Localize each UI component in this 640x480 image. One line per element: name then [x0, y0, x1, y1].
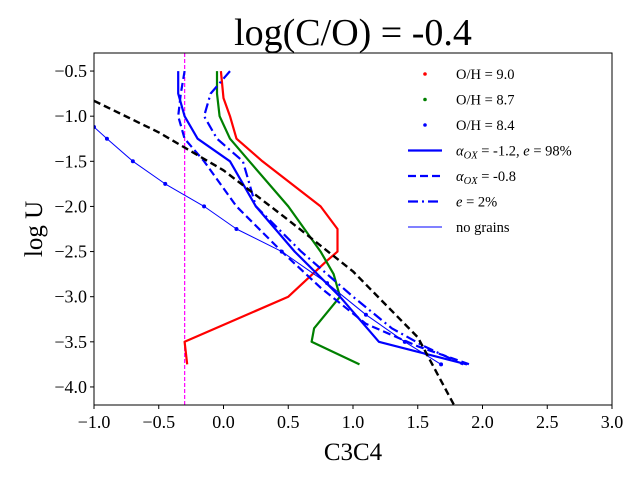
x-tick-label-1: −0.5: [142, 412, 175, 432]
legend-label-4: αOX = -0.8: [456, 169, 516, 187]
legend-entry-0: O/H = 9.0: [423, 67, 515, 83]
legend-label-6: no grains: [456, 220, 510, 236]
series-point-5-5: [234, 227, 239, 231]
series-point-5-2: [130, 159, 135, 164]
legend-entry-4: αOX = -0.8: [408, 169, 516, 187]
x-tick-label-2: 0.0: [212, 412, 235, 432]
series-line-1: [215, 71, 360, 366]
x-tick-label-5: 1.5: [407, 412, 430, 432]
legend-label-1: O/H = 8.7: [456, 93, 515, 109]
series-point-5-9: [402, 339, 407, 344]
x-tick-label-4: 1.0: [342, 412, 365, 432]
legend-marker-2: [423, 123, 427, 127]
chart-title: log(C/O) = -0.4: [234, 12, 472, 54]
y-tick-label-1: −1.0: [54, 106, 87, 126]
y-tick-label-0: −0.5: [54, 61, 87, 81]
series-point-5-1: [104, 136, 109, 141]
legend-entry-3: αOX = -1.2, e = 98%: [408, 144, 572, 162]
y-axis-label: log U: [21, 201, 48, 257]
axis-ticks: −1.0 −0.5 0.0 0.5 1.0 1.5 2.0 2.5 3.0 −0.5 −1.0 −1.…: [54, 61, 623, 432]
legend-label-0: O/H = 9.0: [456, 67, 515, 83]
legend-entry-6: no grains: [408, 220, 510, 236]
x-axis-label: C3C4: [324, 439, 383, 466]
y-tick-label-5: −3.0: [54, 287, 87, 307]
legend-label-3: αOX = -1.2, e = 98%: [456, 144, 572, 162]
legend-entry-5: e = 2%: [408, 195, 497, 211]
plot-frame: [93, 52, 613, 406]
legend-marker-0: [423, 72, 427, 76]
x-tick-label-6: 2.0: [471, 412, 494, 432]
y-tick-label-4: −2.5: [54, 242, 87, 262]
y-tick-label-6: −3.5: [54, 332, 87, 352]
series-line-3: [177, 70, 470, 366]
series-line-6: [94, 99, 456, 405]
x-tick-label-3: 0.5: [277, 412, 300, 432]
series-point-5-7: [325, 281, 330, 286]
series-point-5-4: [202, 204, 207, 209]
x-tick-label-0: −1.0: [78, 412, 111, 432]
legend: O/H = 9.0 O/H = 8.7 O/H = 8.4 αOX = -1.2, e…: [408, 67, 572, 236]
series-point-5-3: [163, 181, 168, 186]
plot-series: [94, 53, 470, 405]
legend-label-5: e = 2%: [456, 195, 497, 211]
series-line-4: [203, 70, 464, 366]
legend-entry-2: O/H = 8.4: [423, 118, 515, 134]
x-tick-label-7: 2.5: [536, 412, 559, 432]
legend-entry-1: O/H = 8.7: [423, 93, 515, 109]
series-point-5-8: [363, 312, 368, 317]
plot-area: [94, 53, 470, 405]
y-tick-label-7: −4.0: [54, 377, 87, 397]
legend-label-2: O/H = 8.4: [456, 118, 515, 134]
legend-marker-1: [423, 97, 427, 102]
y-tick-label-2: −1.5: [54, 151, 87, 171]
series-point-5-10: [439, 362, 444, 367]
y-tick-label-3: −2.0: [54, 196, 87, 216]
series-line-0: [183, 70, 339, 365]
series-point-5-6: [279, 249, 284, 254]
x-tick-label-8: 3.0: [601, 412, 624, 432]
